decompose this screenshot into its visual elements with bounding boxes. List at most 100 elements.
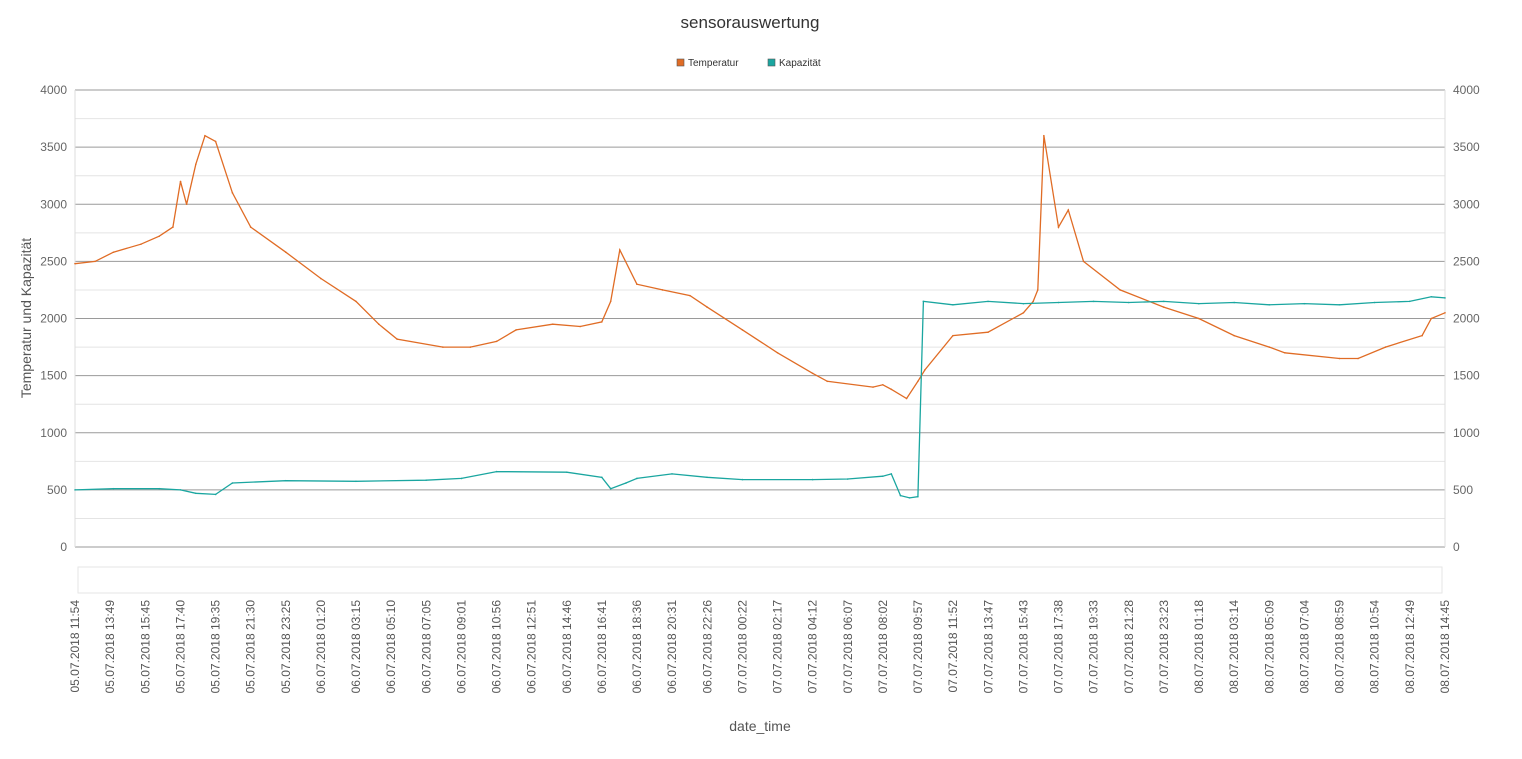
data-point-temperatur xyxy=(881,383,884,386)
legend: Temperatur Kapazität xyxy=(676,58,821,69)
data-point-temperatur xyxy=(987,331,989,334)
x-tick-label: 07.07.2018 23:23 xyxy=(1157,600,1171,694)
data-point-kapazität xyxy=(355,480,357,483)
x-tick-label: 06.07.2018 12:51 xyxy=(525,600,539,694)
data-point-temperatur xyxy=(112,251,115,254)
x-tick-label: 06.07.2018 16:41 xyxy=(595,600,609,694)
data-point-temperatur xyxy=(661,289,664,291)
data-point-temperatur xyxy=(689,294,691,297)
y-tick-label-right: 3500 xyxy=(1453,140,1480,154)
data-point-temperatur xyxy=(1430,317,1433,320)
data-point-temperatur xyxy=(396,338,398,340)
data-point-temperatur xyxy=(636,283,638,286)
chart-title: sensorauswertung xyxy=(681,13,820,32)
data-point-kapazität xyxy=(231,482,234,484)
data-point-kapazität xyxy=(112,487,115,490)
data-point-temperatur xyxy=(1022,311,1025,314)
x-tick-label: 07.07.2018 09:57 xyxy=(911,600,925,694)
data-point-temperatur xyxy=(1357,357,1359,360)
y-tick-label-left: 4000 xyxy=(40,83,67,97)
x-tick-label: 05.07.2018 19:35 xyxy=(209,600,223,694)
data-point-temperatur xyxy=(1284,351,1286,354)
y-tick-label-right: 0 xyxy=(1453,540,1460,554)
data-point-kapazität xyxy=(460,477,463,480)
y-tick-label-left: 500 xyxy=(47,483,67,497)
x-tick-label: 06.07.2018 18:36 xyxy=(630,600,644,694)
data-point-kapazität xyxy=(922,300,925,303)
data-point-temperatur xyxy=(741,329,744,331)
data-point-temperatur xyxy=(249,226,252,228)
data-point-kapazität xyxy=(846,478,849,480)
data-point-kapazität xyxy=(1127,301,1130,304)
data-point-temperatur xyxy=(355,300,357,303)
x-tick-label: 05.07.2018 17:40 xyxy=(173,600,187,694)
y-tick-label-left: 0 xyxy=(60,540,67,554)
data-point-kapazität xyxy=(195,492,197,495)
x-tick-label: 05.07.2018 11:54 xyxy=(68,600,82,693)
data-point-temperatur xyxy=(1338,357,1341,360)
data-point-kapazität xyxy=(601,476,603,479)
data-point-kapazität xyxy=(1303,302,1306,305)
legend-swatch xyxy=(676,58,685,67)
data-point-temperatur xyxy=(1162,306,1165,308)
x-tick-label: 05.07.2018 23:25 xyxy=(279,600,293,694)
data-point-kapazität xyxy=(899,494,902,497)
x-tick-label: 07.07.2018 17:38 xyxy=(1052,600,1066,694)
data-point-temperatur xyxy=(74,262,76,265)
data-point-kapazität xyxy=(952,303,954,306)
data-point-kapazität xyxy=(1373,301,1376,304)
x-tick-label: 07.07.2018 00:22 xyxy=(735,600,749,694)
y-axis-left: 0 500 1000 1500 2000 2500 3000 3500 4000 xyxy=(40,83,67,554)
x-tick-label: 06.07.2018 14:46 xyxy=(560,600,574,694)
x-tick-label: 07.07.2018 06:07 xyxy=(841,600,855,694)
y-tick-label-left: 2000 xyxy=(40,312,67,326)
data-point-temperatur xyxy=(172,226,174,228)
data-point-kapazität xyxy=(881,475,884,477)
data-point-kapazität xyxy=(1268,303,1271,306)
data-point-kapazität xyxy=(671,473,673,475)
x-tick-label: 07.07.2018 02:17 xyxy=(771,600,785,694)
data-point-kapazität xyxy=(636,477,638,480)
data-point-temperatur xyxy=(609,300,612,303)
data-point-kapazität xyxy=(495,470,498,473)
zoom-navigator[interactable] xyxy=(77,566,1443,594)
data-point-temperatur xyxy=(158,235,160,238)
x-tick-label: 08.07.2018 08:59 xyxy=(1333,600,1347,694)
y-tick-label-right: 2000 xyxy=(1453,312,1480,326)
data-point-kapazität xyxy=(625,482,627,484)
legend-label[interactable]: Temperatur xyxy=(688,58,739,69)
x-tick-label: 05.07.2018 21:30 xyxy=(244,600,258,694)
data-point-kapazität xyxy=(425,479,427,481)
data-point-temperatur xyxy=(179,180,182,183)
legend-label[interactable]: Kapazität xyxy=(779,58,821,69)
y-tick-label-right: 1000 xyxy=(1453,426,1480,440)
x-tick-label: 07.07.2018 11:52 xyxy=(946,600,960,693)
data-point-temperatur xyxy=(811,372,814,375)
x-tick-label: 07.07.2018 15:43 xyxy=(1016,600,1030,694)
x-axis-label: date_time xyxy=(729,718,791,734)
data-point-kapazität xyxy=(74,489,76,491)
data-point-kapazität xyxy=(811,478,814,481)
x-tick-label: 06.07.2018 01:20 xyxy=(314,600,328,694)
data-point-kapazität xyxy=(284,479,287,482)
data-point-temperatur xyxy=(1067,209,1070,211)
data-point-temperatur xyxy=(1032,300,1034,303)
data-point-temperatur xyxy=(195,163,197,166)
data-point-kapazität xyxy=(1092,300,1095,303)
data-point-temperatur xyxy=(320,277,322,280)
y-tick-label-left: 1000 xyxy=(40,426,67,440)
data-point-temperatur xyxy=(495,340,498,343)
x-axis: 05.07.2018 11:54 05.07.2018 13:49 05.07.20… xyxy=(68,600,1452,694)
data-point-temperatur xyxy=(214,140,217,143)
y-axis-label: Temperatur und Kapazität xyxy=(18,238,34,398)
data-point-temperatur xyxy=(515,329,517,331)
data-point-temperatur xyxy=(378,323,380,326)
data-point-temperatur xyxy=(1036,289,1039,291)
data-point-temperatur xyxy=(469,346,472,348)
x-tick-label: 07.07.2018 19:33 xyxy=(1087,600,1101,694)
x-tick-label: 06.07.2018 03:15 xyxy=(349,600,363,694)
data-point-temperatur xyxy=(872,386,874,388)
data-point-kapazität xyxy=(1430,295,1433,298)
data-point-temperatur xyxy=(1233,334,1236,337)
x-tick-label: 08.07.2018 10:54 xyxy=(1368,600,1382,694)
